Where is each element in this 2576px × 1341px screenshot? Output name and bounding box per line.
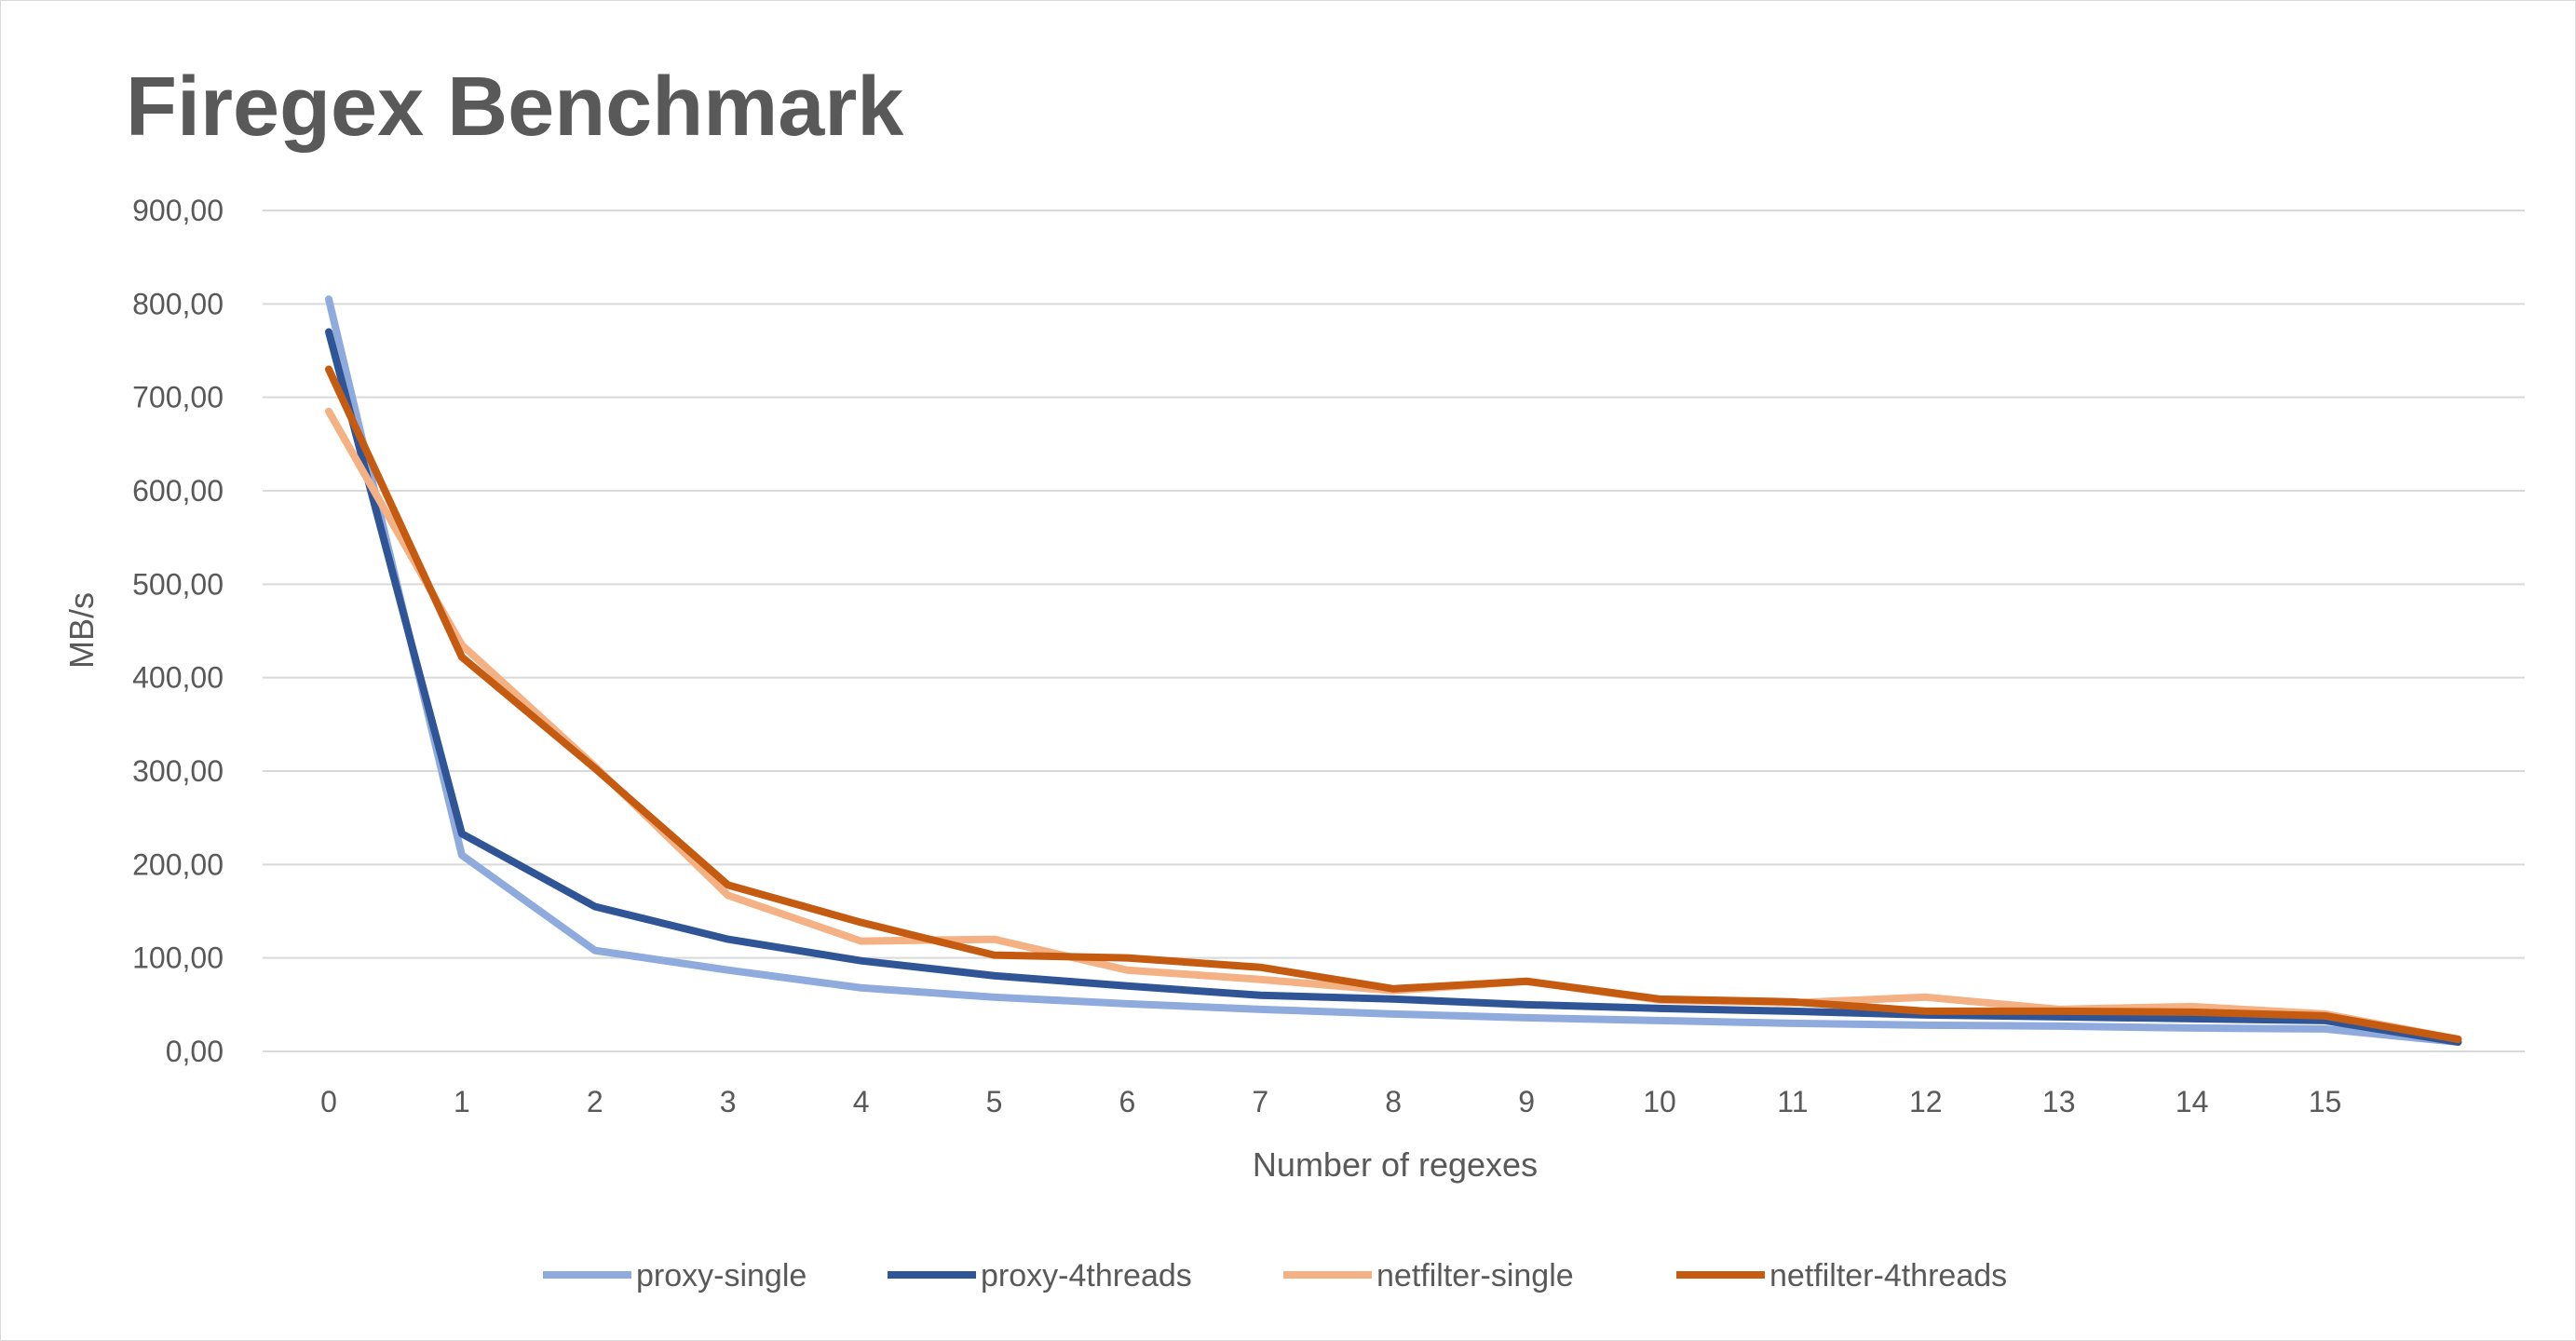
y-tick-label: 0,00 [166, 1035, 224, 1068]
y-tick-label: 300,00 [132, 754, 224, 788]
y-tick-label: 200,00 [132, 847, 224, 881]
y-tick-label: 100,00 [132, 941, 224, 975]
legend-item-netfilter-single: netfilter-single [1283, 1258, 1574, 1294]
x-tick-label: 13 [2042, 1085, 2076, 1118]
x-tick-label: 4 [853, 1085, 870, 1118]
series-lines [325, 295, 2462, 1046]
x-tick-label: 1 [454, 1085, 470, 1118]
y-tick-label: 900,00 [132, 194, 224, 227]
legend-label: netfilter-4threads [1769, 1258, 2007, 1294]
legend-label: proxy-4threads [981, 1258, 1192, 1294]
x-tick-label: 3 [720, 1085, 737, 1118]
y-tick-label: 800,00 [132, 287, 224, 320]
legend-item-proxy-single: proxy-single [543, 1258, 807, 1294]
y-tick-label: 400,00 [132, 661, 224, 695]
y-axis-label: MB/s [62, 592, 101, 669]
x-tick-label: 15 [2309, 1085, 2342, 1118]
x-tick-label: 7 [1252, 1085, 1268, 1118]
y-tick-label: 600,00 [132, 474, 224, 508]
legend-item-netfilter-4threads: netfilter-4threads [1676, 1258, 2007, 1294]
x-tick-label: 10 [1643, 1085, 1676, 1118]
gridlines [263, 210, 2525, 1052]
chart-title: Firegex Benchmark [126, 61, 904, 154]
x-axis-label: Number of regexes [1253, 1145, 1538, 1184]
series-line-proxy-4threads [325, 328, 2462, 1046]
legend-label: netfilter-single [1376, 1258, 1574, 1294]
x-tick-label: 14 [2176, 1085, 2209, 1118]
x-tick-label: 11 [1777, 1085, 1808, 1118]
x-tick-label: 8 [1385, 1085, 1402, 1118]
legend-label: proxy-single [636, 1258, 807, 1294]
x-axis-ticks: 0 1 2 3 4 5 6 7 8 9 10 11 12 13 14 15 [320, 1085, 2341, 1118]
series-line-proxy-single [325, 295, 2462, 1046]
series-line-netfilter-4threads [325, 365, 2462, 1043]
x-tick-label: 12 [1909, 1085, 1943, 1118]
x-tick-label: 2 [587, 1085, 603, 1118]
x-tick-label: 6 [1119, 1085, 1136, 1118]
series-line-netfilter-single [325, 407, 2462, 1043]
x-tick-label: 5 [986, 1085, 1003, 1118]
y-tick-label: 500,00 [132, 567, 224, 601]
legend-item-proxy-4threads: proxy-4threads [888, 1258, 1192, 1294]
x-tick-label: 9 [1518, 1085, 1535, 1118]
x-tick-label: 0 [320, 1085, 337, 1118]
y-tick-label: 700,00 [132, 381, 224, 414]
y-axis-ticks: 0,00 100,00 200,00 300,00 400,00 500,00 600,00… [132, 194, 224, 1068]
legend: proxy-single proxy-4threads netfilter-sing… [543, 1258, 2007, 1294]
